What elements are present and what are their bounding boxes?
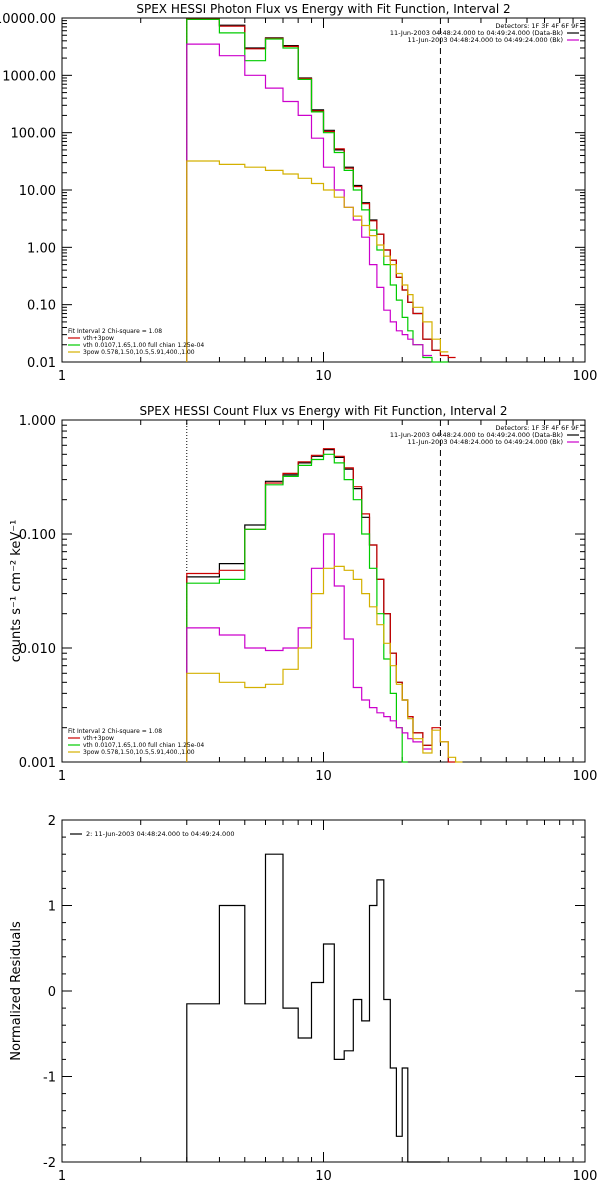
chart-title: SPEX HESSI Count Flux vs Energy with Fit…: [139, 404, 507, 418]
legend-entry: 2: 11-Jun-2003 04:48:24.000 to 04:49:24.…: [86, 830, 234, 838]
y-tick-label: 0.001: [19, 756, 56, 771]
x-tick-label: 10: [315, 369, 332, 384]
legend-entry: 3pow 0.578,1.50,10.5,5.91,400.,1.00: [83, 749, 195, 756]
legend-entry: 3pow 0.578,1.50,10.5,5.91,400.,1.00: [83, 349, 195, 356]
x-tick-label: 100: [573, 769, 598, 784]
x-tick-label: 10: [315, 769, 332, 784]
data-series-line: [186, 160, 449, 362]
data-series-line: [186, 449, 432, 762]
chart-title: SPEX HESSI Photon Flux vs Energy with Fi…: [136, 2, 510, 16]
y-tick-label: 10000.00: [0, 12, 56, 27]
data-series-line: [186, 565, 463, 763]
legend-entry: 11-Jun-2003 04:48:24.000 to 04:49:24.000…: [390, 431, 563, 439]
legend-entry: vth 0.0107,1.65,1.00 full chian 1.25e-04: [83, 342, 204, 349]
x-tick-label: 100: [573, 369, 598, 384]
y-axis-label: counts s⁻¹ cm⁻² keV⁻¹: [9, 520, 24, 663]
y-tick-label: 0.100: [19, 528, 56, 543]
legend-entry: 11-Jun-2003 04:48:24.000 to 04:49:24.000…: [390, 29, 563, 37]
data-series-line: [186, 18, 456, 362]
y-tick-label: 1.000: [19, 414, 56, 429]
data-series-line: [186, 533, 432, 762]
data-series-line: [186, 18, 449, 363]
y-tick-label: -1: [43, 1071, 56, 1086]
legend-entry: 11-Jun-2003 04:48:24.000 to 04:49:24.000…: [408, 36, 563, 44]
y-tick-label: 0.010: [19, 642, 56, 657]
y-tick-label: 0.10: [27, 299, 56, 314]
y-tick-label: 1: [48, 900, 56, 915]
x-tick-label: 1: [58, 769, 66, 784]
legend-entry: Fit Interval 2 Chi-square = 1.08: [68, 328, 162, 335]
y-tick-label: 2: [48, 814, 56, 829]
data-series-line: [186, 853, 441, 1163]
legend-entry: vth 0.0107,1.65,1.00 full chian 1.25e-04: [83, 742, 204, 749]
legend-entry: Detectors: 1F 3F 4F 6F 9F: [495, 424, 579, 432]
count-flux-panel: SPEX HESSI Count Flux vs Energy with Fit…: [9, 404, 597, 784]
y-tick-label: 1.00: [27, 241, 56, 256]
y-tick-label: 10.00: [19, 184, 56, 199]
legend-entry: vth+3pow: [83, 335, 114, 342]
legend-entry: Fit Interval 2 Chi-square = 1.08: [68, 728, 162, 735]
x-tick-label: 100: [573, 1169, 598, 1184]
y-tick-label: 1000.00: [2, 69, 56, 84]
x-tick-label: 10: [315, 1169, 332, 1184]
x-tick-label: 1: [58, 369, 66, 384]
legend-entry: Detectors: 1F 3F 4F 6F 9F: [495, 22, 579, 30]
x-tick-label: 1: [58, 1169, 66, 1184]
data-series-line: [186, 453, 408, 763]
axes-frame: [61, 819, 586, 1163]
y-tick-label: 0.01: [27, 356, 56, 371]
y-tick-label: 0: [48, 985, 56, 1000]
y-axis-label: Normalized Residuals: [9, 921, 24, 1061]
data-series-line: [186, 43, 432, 362]
data-series-line: [186, 448, 456, 763]
y-tick-label: 100.00: [11, 127, 57, 142]
y-tick-label: -2: [43, 1156, 56, 1171]
residuals-panel: Normalized Residuals 1 10 100 -2 -1 0 1 2 2: 11-J…: [9, 814, 597, 1184]
legend-entry: 11-Jun-2003 04:48:24.000 to 04:49:24.000…: [408, 438, 563, 446]
photon-flux-panel: SPEX HESSI Photon Flux vs Energy with Fi…: [0, 2, 597, 384]
legend-entry: vth+3pow: [83, 735, 114, 742]
